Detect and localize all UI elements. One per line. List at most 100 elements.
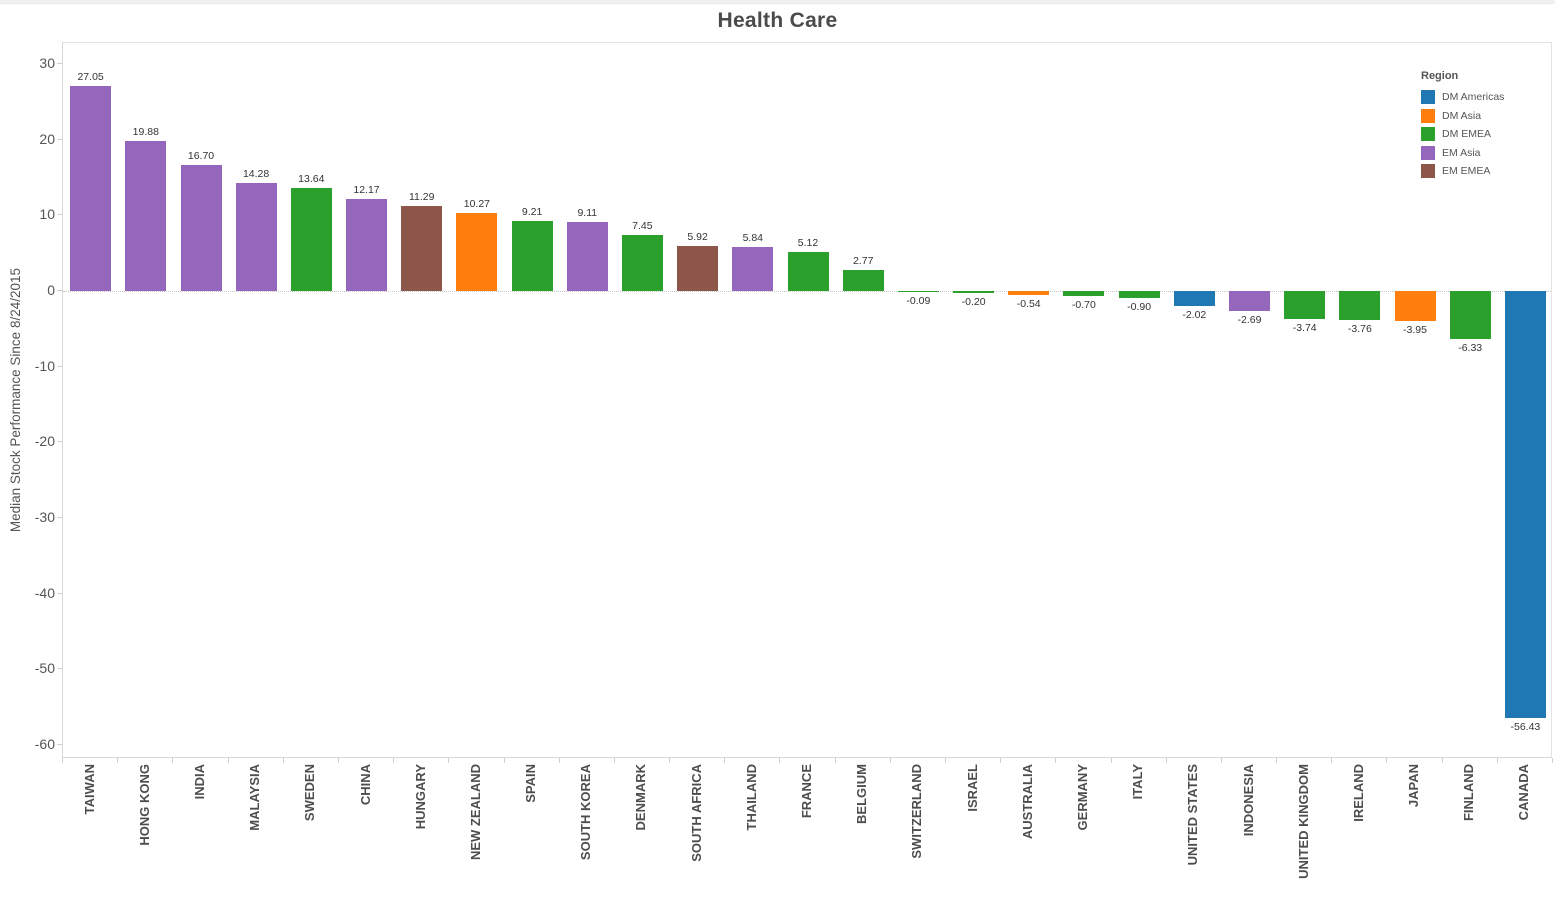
x-category-label-israel: ISRAEL [964,764,980,812]
y-tick-label: -50 [34,660,55,677]
bar-indonesia[interactable] [1229,291,1270,312]
bar-value-label-china: 12.17 [353,183,380,196]
bar-value-label-thailand: 5.84 [742,231,764,244]
x-tick-mark [1000,758,1002,763]
bar-malaysia[interactable] [235,182,277,291]
bar-value-label-malaysia: 14.28 [242,167,270,180]
legend-item-dm-asia[interactable]: DM Asia [1421,107,1541,126]
x-category-label-new-zealand: NEW ZEALAND [467,764,483,861]
bar-value-label-france: 5.12 [797,237,819,250]
legend-swatch-icon [1421,127,1435,142]
y-tick-label: -20 [34,433,55,450]
x-tick-mark [779,758,781,763]
bar-denmark[interactable] [621,234,663,291]
x-category-label-spain: SPAIN [523,764,539,803]
top-divider [0,0,1555,4]
bar-value-label-south-korea: 9.11 [577,207,598,220]
zero-axis-line [63,291,1551,292]
bar-india[interactable] [180,164,222,291]
bar-sweden[interactable] [290,187,332,291]
x-category-label-sweden: SWEDEN [302,764,318,822]
bar-united-kingdom[interactable] [1284,291,1326,320]
legend-item-em-emea[interactable]: EM EMEA [1421,162,1541,181]
y-tick-mark [57,441,62,443]
bar-south-africa[interactable] [677,246,719,291]
x-category-label-taiwan: TAIWAN [81,764,97,815]
x-tick-mark [62,758,63,763]
y-tick-mark [57,592,62,594]
bar-value-label-hungary: 11.29 [408,190,435,203]
y-tick-mark [57,744,62,745]
legend-item-em-asia[interactable]: EM Asia [1421,144,1541,163]
x-category-label-canada: CANADA [1516,764,1532,821]
bar-belgium[interactable] [842,270,884,291]
x-category-label-hong-kong: HONG KONG [136,764,152,846]
x-tick-mark [1110,758,1112,763]
bar-value-label-israel: -0.20 [961,295,986,308]
bar-ireland[interactable] [1339,291,1381,320]
y-tick-label: 10 [39,206,55,223]
bar-finland[interactable] [1449,291,1491,339]
bar-value-label-belgium: 2.77 [852,255,874,267]
bar-value-label-united-kingdom: -3.74 [1292,322,1317,335]
bar-taiwan[interactable] [70,86,112,291]
x-tick-mark [282,758,284,763]
bar-israel[interactable] [953,291,995,293]
x-tick-mark [724,758,726,763]
bar-australia[interactable] [1008,291,1050,296]
x-tick-mark [393,758,395,763]
legend-swatch-icon [1421,164,1435,179]
x-tick-mark [117,758,119,763]
y-tick-mark [57,365,62,367]
x-tick-mark [669,758,670,763]
bar-thailand[interactable] [732,246,774,291]
x-tick-mark [613,758,615,763]
x-category-label-belgium: BELGIUM [854,764,870,824]
x-tick-mark [172,758,174,763]
x-tick-mark [1055,758,1057,763]
legend-item-label: DM Asia [1442,109,1482,122]
legend-item-dm-americas[interactable]: DM Americas [1421,88,1541,107]
x-tick-mark [1552,758,1553,763]
y-tick-label: -30 [34,509,55,525]
x-category-label-australia: AUSTRALIA [1019,764,1035,840]
x-tick-mark [889,758,891,763]
bar-value-label-united-states: -2.02 [1182,309,1207,322]
bar-value-label-south-africa: 5.92 [687,231,708,244]
bar-hungary[interactable] [401,205,443,291]
bar-italy[interactable] [1118,291,1160,298]
legend-swatch-icon [1421,90,1435,105]
bar-united-states[interactable] [1173,291,1215,307]
bar-china[interactable] [346,198,387,291]
bar-hong-kong[interactable] [125,140,167,291]
x-category-label-malaysia: MALAYSIA [247,764,263,831]
bar-value-label-finland: -6.33 [1458,341,1483,354]
bar-switzerland[interactable] [897,291,939,292]
y-tick-label: 0 [47,282,55,298]
x-tick-mark [227,758,229,763]
x-category-label-south-korea: SOUTH KOREA [578,764,594,861]
bar-france[interactable] [787,252,829,291]
bar-germany[interactable] [1063,291,1105,297]
legend-item-dm-emea[interactable]: DM EMEA [1421,125,1541,144]
x-tick-mark [1386,758,1388,763]
bar-value-label-australia: -0.54 [1016,298,1041,311]
x-tick-mark [834,758,836,763]
y-tick-mark [57,668,62,670]
bar-value-label-italy: -0.90 [1127,300,1152,313]
bar-japan[interactable] [1394,291,1436,321]
bar-south-korea[interactable] [566,222,608,291]
bar-value-label-ireland: -3.76 [1347,322,1372,335]
x-category-label-italy: ITALY [1130,764,1146,800]
x-tick-mark [503,758,505,763]
bar-spain[interactable] [511,221,553,291]
legend-item-label: EM Asia [1442,146,1481,159]
y-axis-title: Median Stock Performance Since 8/24/2015 [7,267,23,533]
y-tick-label: -40 [34,584,55,601]
bar-value-label-germany: -0.70 [1071,299,1096,312]
bar-value-label-spain: 9.21 [521,206,543,219]
x-category-label-finland: FINLAND [1461,764,1477,822]
bar-canada[interactable] [1504,291,1546,718]
bar-new-zealand[interactable] [456,213,498,291]
y-tick-mark [57,214,62,216]
